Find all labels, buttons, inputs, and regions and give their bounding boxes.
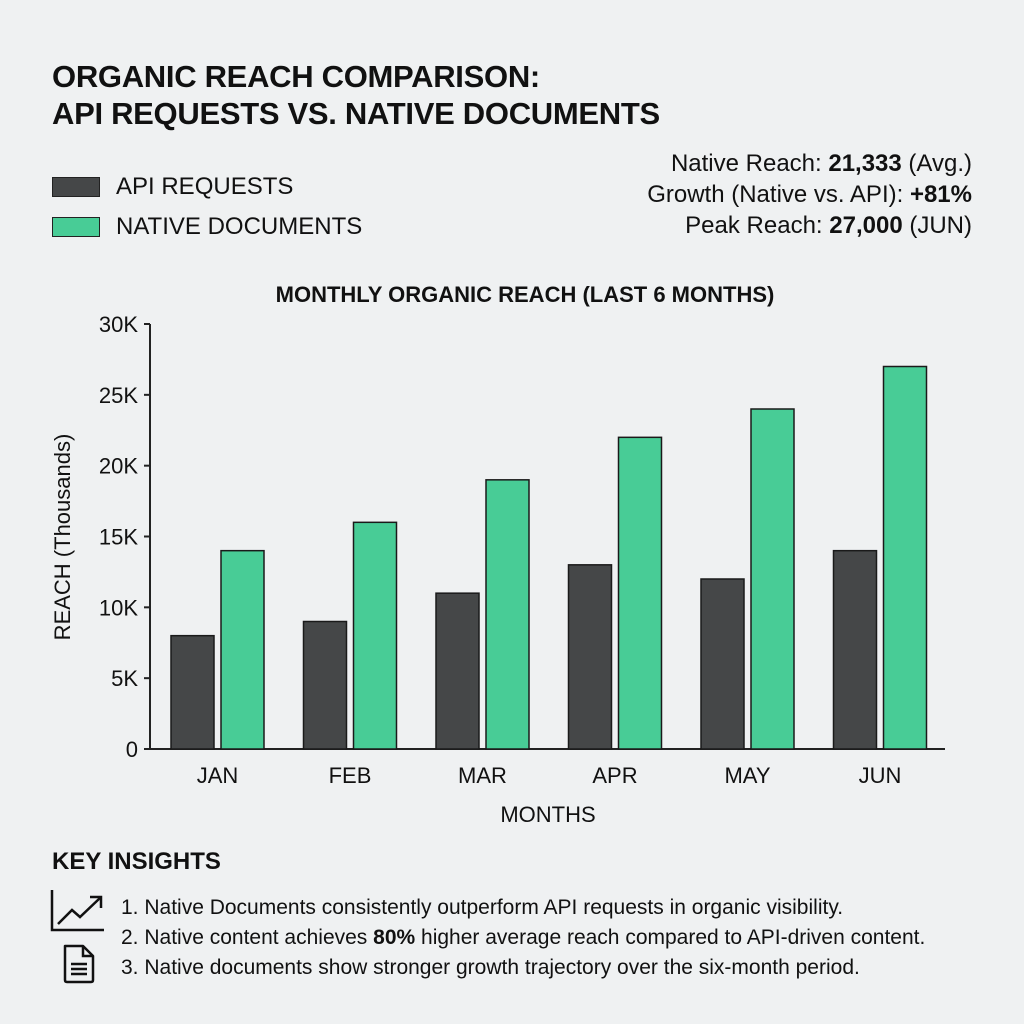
x-tick-label: MAY [724, 763, 770, 788]
insight-item: 1. Native Documents consistently outperf… [121, 896, 844, 919]
x-tick-label: JAN [197, 763, 239, 788]
x-tick-label: APR [592, 763, 637, 788]
bar-native-jan [220, 549, 265, 750]
page-title: ORGANIC REACH COMPARISON: API REQUESTS V… [52, 58, 660, 132]
title-line-2: API REQUESTS VS. NATIVE DOCUMENTS [52, 96, 660, 131]
chart-title: MONTHLY ORGANIC REACH (LAST 6 MONTHS) [275, 282, 775, 307]
stat-growth: Growth (Native vs. API): +81% [647, 181, 972, 208]
bar-api-jun [832, 549, 878, 750]
title-line-1: ORGANIC REACH COMPARISON: [52, 59, 540, 94]
bar-api-feb [302, 620, 348, 750]
x-tick-label: MAR [458, 763, 507, 788]
bar-api-may [700, 578, 745, 750]
legend-swatch-api [52, 177, 100, 197]
y-tick-label: 25K [99, 383, 138, 408]
insights-heading: KEY INSIGHTS [52, 848, 221, 875]
bar-api-jan [170, 634, 215, 750]
y-axis-label: REACH (Thousands) [50, 434, 75, 641]
x-tick-label: JUN [859, 763, 902, 788]
x-axis-label: MONTHS [500, 802, 595, 827]
document-icon [63, 944, 95, 984]
bar-api-apr [567, 564, 613, 750]
summary-stats: Native Reach: 21,333 (Avg.) Growth (Nati… [647, 148, 972, 241]
y-tick-label: 15K [99, 525, 138, 550]
insight-item: 3. Native documents show stronger growth… [121, 956, 860, 979]
x-tick-label: FEB [329, 763, 372, 788]
legend-label-api: API REQUESTS [116, 173, 294, 200]
y-tick-label: 10K [99, 595, 138, 620]
bar-native-jun [882, 365, 928, 750]
bar-api-mar [435, 592, 480, 750]
legend: API REQUESTS NATIVE DOCUMENTS [52, 167, 362, 247]
legend-swatch-native [52, 217, 100, 237]
y-tick-label: 5K [111, 666, 138, 691]
bar-native-mar [485, 479, 530, 750]
bar-native-may [750, 408, 795, 750]
stat-peak: Peak Reach: 27,000 (JUN) [685, 212, 972, 239]
y-tick-label: 20K [99, 454, 138, 479]
trend-chart-icon [50, 890, 104, 932]
y-tick-label: 30K [99, 312, 138, 337]
bar-native-feb [352, 521, 398, 750]
insights-list: 1. Native Documents consistently outperf… [121, 893, 925, 983]
legend-item-api: API REQUESTS [52, 167, 362, 207]
insight-item: 2. Native content achieves 80% higher av… [121, 926, 926, 949]
stat-native-reach: Native Reach: 21,333 (Avg.) [670, 150, 972, 177]
y-tick-label: 0 [126, 737, 138, 762]
legend-item-native: NATIVE DOCUMENTS [52, 207, 362, 247]
bar-native-apr [617, 436, 663, 750]
legend-label-native: NATIVE DOCUMENTS [116, 213, 363, 240]
